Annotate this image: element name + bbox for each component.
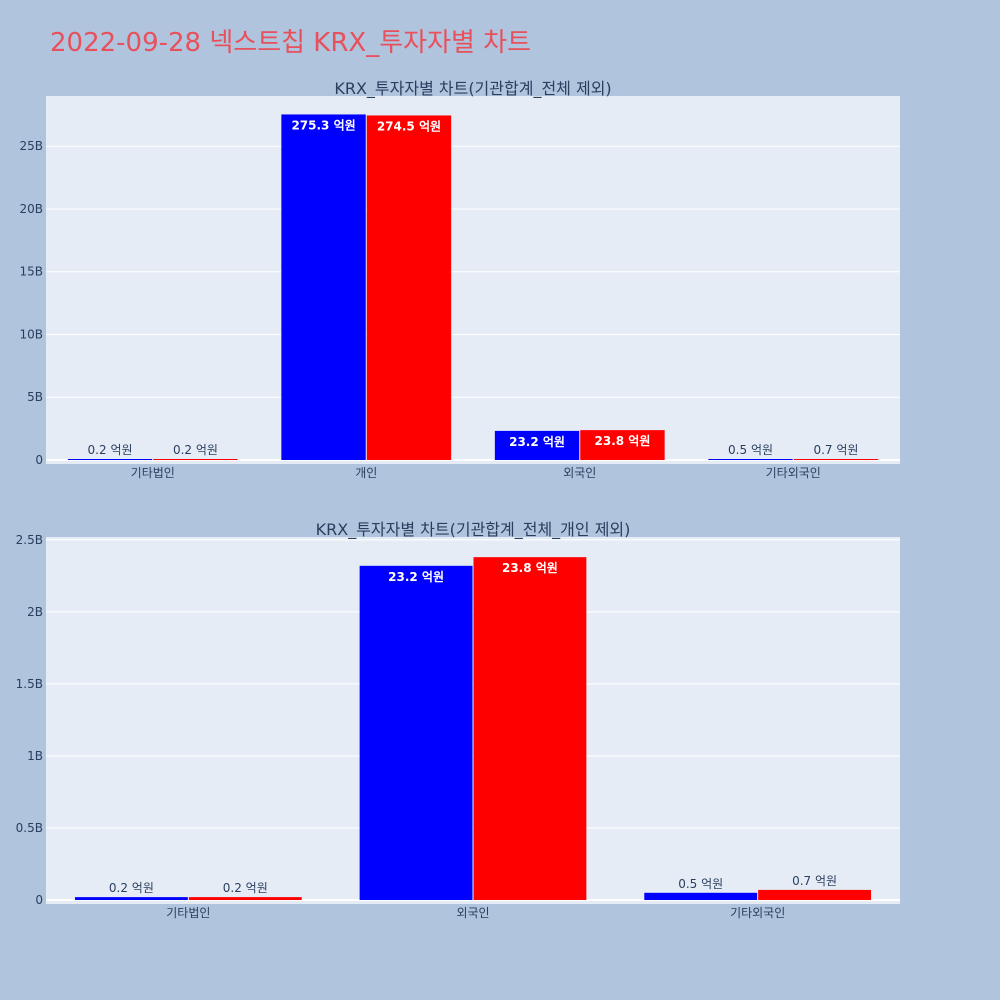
bar [188,897,302,900]
x-tick-label: 기타법인 [166,906,210,920]
plot-area [46,537,900,904]
y-tick-label: 0.5B [16,821,43,835]
x-tick-label: 기타외국인 [766,466,821,480]
y-tick-label: 1.5B [16,677,43,691]
bar-data-label: 274.5 억원 [377,119,441,133]
chart-title: KRX_투자자별 차트(기관합계_전체_개인 제외) [316,520,631,540]
x-tick-label: 개인 [355,466,377,480]
x-tick-label: 기타외국인 [730,906,785,920]
y-tick-label: 5B [27,390,43,404]
bar [67,459,153,460]
plot-area [46,96,900,464]
y-tick-label: 1B [27,749,43,763]
bar-data-label: 23.2 억원 [509,435,565,449]
bar [494,430,580,460]
x-tick-label: 기타법인 [131,466,175,480]
bar-data-label: 0.5 억원 [678,877,723,891]
bar-data-label: 23.8 억원 [502,561,558,575]
page-title: 2022-09-28 넥스트칩 KRX_투자자별 차트 [50,28,532,58]
bar-data-label: 23.8 억원 [595,434,651,448]
bar-data-label: 23.2 억원 [388,570,444,584]
bar-data-label: 0.2 억원 [109,881,154,895]
bar [153,459,238,460]
bar-data-label: 0.7 억원 [792,874,837,888]
y-tick-label: 15B [19,265,43,279]
y-tick-label: 0 [35,453,43,467]
bar-data-label: 275.3 억원 [291,118,355,132]
bar-data-label: 0.7 억원 [813,443,858,457]
x-tick-label: 외국인 [456,906,489,920]
y-tick-label: 2.5B [16,533,43,547]
bar [74,897,188,900]
y-tick-label: 20B [19,202,43,216]
bar [793,459,879,460]
chart-panel-1: KRX_투자자별 차트(기관합계_전체 제외) 0 5B 10B 15B 20B 25B 기타… [19,79,900,480]
y-tick-label: 10B [19,327,43,341]
bar-data-label: 0.2 억원 [173,443,218,457]
bar [473,557,587,900]
chart-title: KRX_투자자별 차트(기관합계_전체 제외) [334,79,611,99]
bar [359,565,473,900]
chart-panel-2: KRX_투자자별 차트(기관합계_전체_개인 제외) 0 0.5B 1B 1.5B 2B 2… [16,520,900,920]
bar [758,889,872,900]
x-tick-label: 외국인 [563,466,596,480]
y-tick-label: 2B [27,605,43,619]
bar-data-label: 0.2 억원 [88,443,133,457]
bar [708,459,793,460]
bar [366,115,452,460]
bar [580,430,665,460]
y-tick-label: 0 [35,893,43,907]
bar-data-label: 0.2 억원 [223,881,268,895]
bar [281,114,366,460]
y-tick-label: 25B [19,139,43,153]
bar-data-label: 0.5 억원 [728,443,773,457]
bar [644,892,758,900]
